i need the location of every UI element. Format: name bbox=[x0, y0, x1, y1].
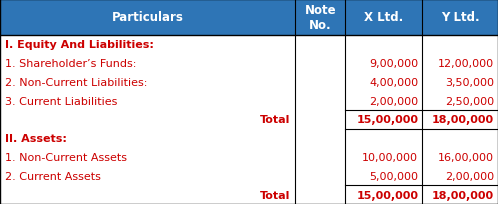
Text: 2,00,000: 2,00,000 bbox=[369, 96, 418, 106]
Text: 1. Shareholder’s Funds:: 1. Shareholder’s Funds: bbox=[5, 59, 136, 69]
Text: 1. Non-Current Assets: 1. Non-Current Assets bbox=[5, 152, 127, 162]
Bar bbox=[0, 129, 498, 148]
Text: Note
No.: Note No. bbox=[304, 4, 336, 32]
Bar bbox=[0, 148, 498, 167]
Bar bbox=[0, 111, 498, 129]
Text: 15,00,000: 15,00,000 bbox=[357, 115, 418, 125]
Text: 4,00,000: 4,00,000 bbox=[369, 78, 418, 88]
Text: 12,00,000: 12,00,000 bbox=[438, 59, 494, 69]
Text: II. Assets:: II. Assets: bbox=[5, 134, 67, 144]
Text: Total: Total bbox=[260, 190, 290, 200]
Text: Total: Total bbox=[260, 115, 290, 125]
Text: I. Equity And Liabilities:: I. Equity And Liabilities: bbox=[5, 40, 154, 50]
Text: 2,00,000: 2,00,000 bbox=[445, 171, 494, 181]
Bar bbox=[0, 185, 498, 204]
Text: X Ltd.: X Ltd. bbox=[364, 11, 403, 24]
Text: 15,00,000: 15,00,000 bbox=[357, 190, 418, 200]
Text: 16,00,000: 16,00,000 bbox=[438, 152, 494, 162]
Text: 10,00,000: 10,00,000 bbox=[363, 152, 418, 162]
Bar bbox=[0, 36, 498, 54]
Text: Y Ltd.: Y Ltd. bbox=[441, 11, 480, 24]
Text: 2,50,000: 2,50,000 bbox=[445, 96, 494, 106]
Bar bbox=[0, 92, 498, 111]
Text: 18,00,000: 18,00,000 bbox=[432, 190, 494, 200]
Text: 9,00,000: 9,00,000 bbox=[369, 59, 418, 69]
Text: 18,00,000: 18,00,000 bbox=[432, 115, 494, 125]
Text: 5,00,000: 5,00,000 bbox=[370, 171, 418, 181]
Text: 3. Current Liabilities: 3. Current Liabilities bbox=[5, 96, 118, 106]
Text: Particulars: Particulars bbox=[112, 11, 184, 24]
Bar bbox=[0, 0, 498, 36]
Bar bbox=[0, 167, 498, 185]
Bar bbox=[0, 54, 498, 73]
Text: 2. Non-Current Liabilities:: 2. Non-Current Liabilities: bbox=[5, 78, 147, 88]
Text: 3,50,000: 3,50,000 bbox=[445, 78, 494, 88]
Bar bbox=[0, 73, 498, 92]
Text: 2. Current Assets: 2. Current Assets bbox=[5, 171, 101, 181]
